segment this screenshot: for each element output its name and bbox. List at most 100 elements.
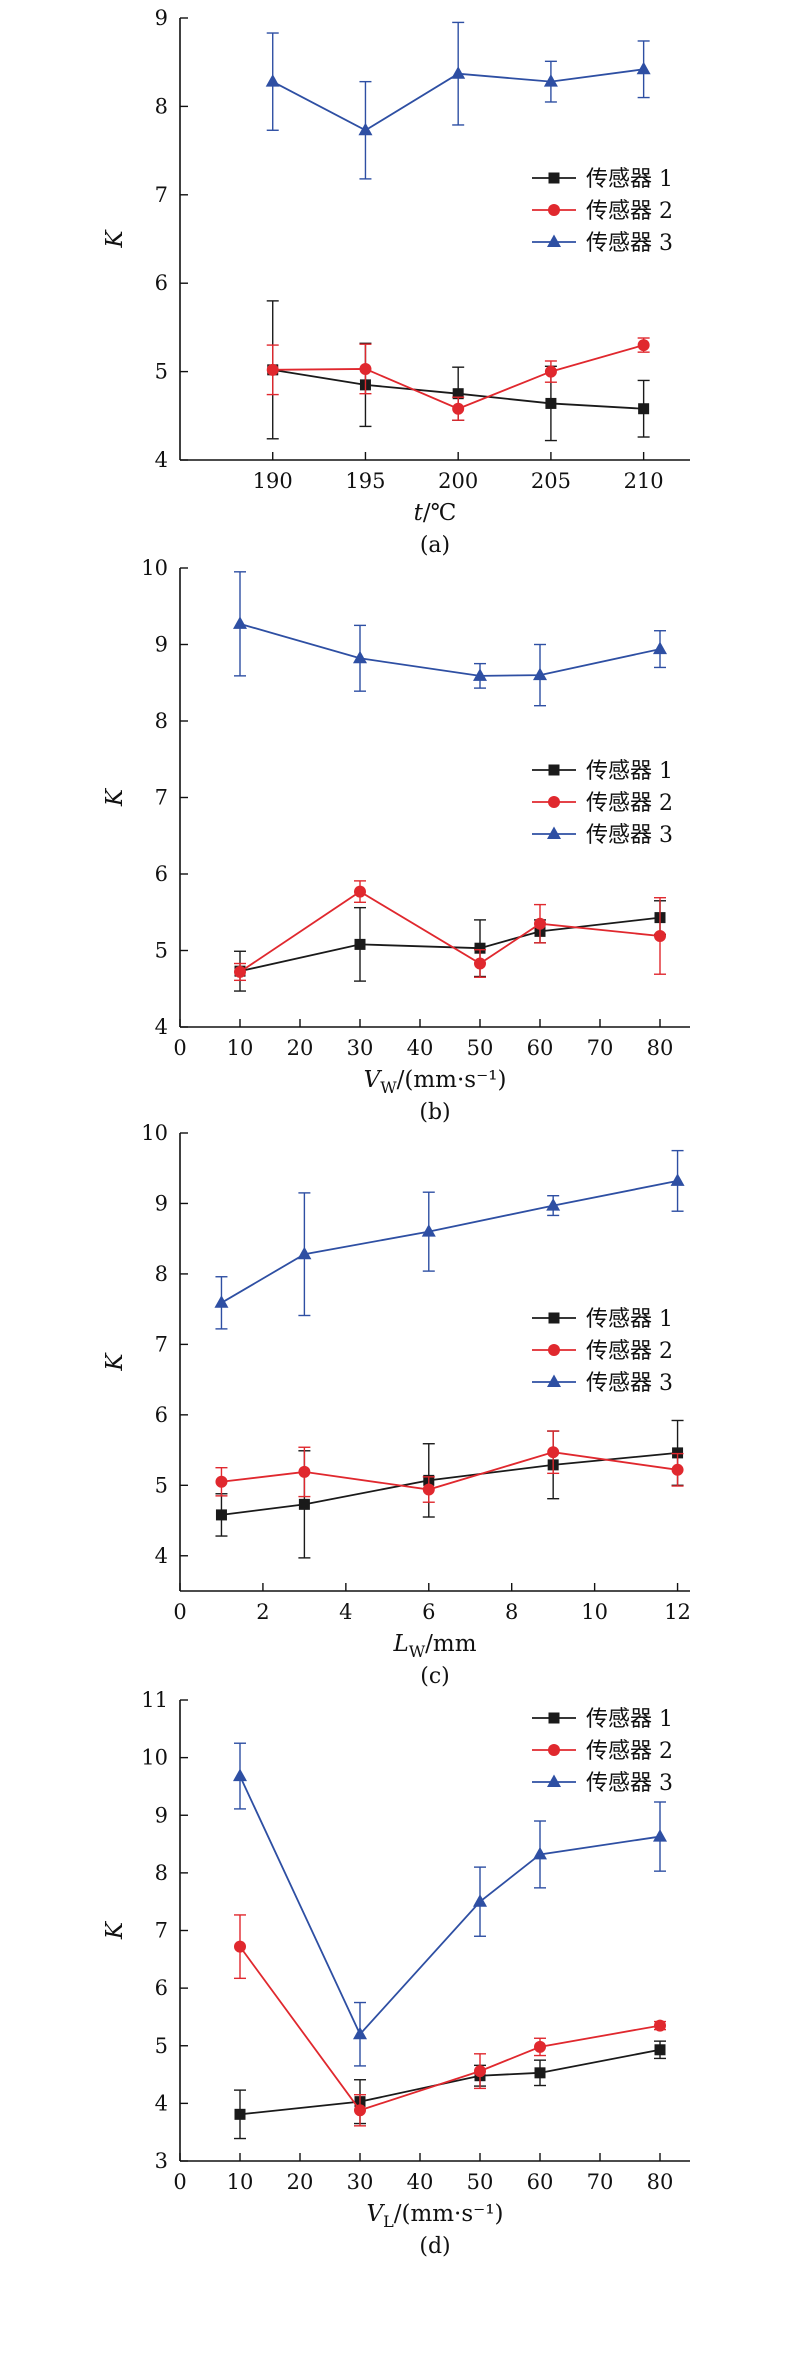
y-tick-label: 6: [155, 862, 168, 886]
series-sensor-3: [214, 1149, 685, 1330]
legend-marker: [547, 234, 561, 247]
x-tick-label: 70: [587, 2170, 614, 2194]
y-tick-label: 10: [141, 1746, 168, 1770]
data-point: [546, 1198, 561, 1211]
data-point: [452, 388, 464, 400]
x-tick-label: 60: [527, 2170, 554, 2194]
panel-caption: (a): [420, 533, 450, 558]
legend-item-sensor-3: 传感器 3: [532, 823, 673, 848]
data-point: [671, 1463, 684, 1476]
legend: 传感器 1 传感器 2 传感器 3: [532, 167, 673, 256]
data-point: [653, 1829, 667, 1842]
y-tick-label: 9: [155, 633, 168, 657]
legend-label: 传感器 1: [586, 1307, 673, 1332]
legend-item-sensor-3: 传感器 3: [532, 1771, 673, 1796]
x-tick-label: 195: [345, 469, 385, 493]
y-tick-label: 7: [155, 183, 168, 207]
data-point: [353, 650, 367, 664]
x-tick-label: 10: [227, 2170, 254, 2194]
y-tick-label: 5: [155, 1473, 168, 1497]
data-point: [234, 2108, 246, 2120]
x-tick-label: 6: [422, 1600, 435, 1624]
series-sensor-2: [234, 880, 666, 982]
data-point: [544, 365, 557, 378]
x-axis-label-unit: /mm: [425, 1631, 477, 1657]
series-sensor-3: [233, 571, 667, 707]
y-tick-label: 6: [155, 1403, 168, 1427]
y-tick-label: 8: [155, 709, 168, 733]
data-point: [474, 957, 486, 970]
legend-item-sensor-1: 传感器 1: [532, 1307, 673, 1332]
x-tick-label: 70: [587, 1036, 614, 1060]
x-tick-label: 80: [647, 2170, 674, 2194]
data-point: [534, 917, 546, 930]
y-tick-label: 8: [155, 1861, 168, 1885]
data-point: [636, 61, 651, 75]
x-tick-label: 12: [664, 1600, 691, 1624]
data-point: [215, 1475, 228, 1488]
x-tick-label: 210: [624, 469, 664, 493]
y-tick-label: 9: [155, 1803, 168, 1827]
x-tick-label: 40: [407, 2170, 434, 2194]
data-point: [421, 1224, 436, 1237]
data-point: [234, 965, 246, 978]
legend: 传感器 1 传感器 2 传感器 3: [532, 1307, 673, 1396]
y-axis-label: K: [102, 1920, 128, 1940]
data-point: [654, 929, 666, 942]
series-sensor-3: [233, 1742, 667, 2067]
y-tick-label: 7: [155, 1919, 168, 1943]
x-axis-label: VW/(mm·s⁻¹): [364, 1067, 507, 1097]
series-line: [239, 890, 661, 973]
legend-marker: [548, 764, 560, 776]
data-point: [545, 397, 557, 409]
legend-marker: [548, 204, 560, 216]
x-axis-label-subscript: L: [383, 2212, 394, 2231]
x-axis-label-unit: /(mm·s⁻¹): [394, 2201, 504, 2227]
x-tick-label: 50: [467, 2170, 494, 2194]
data-point: [533, 667, 547, 681]
legend-label: 传感器 1: [586, 167, 673, 192]
legend-marker: [548, 172, 560, 184]
x-tick-label: 0: [173, 1600, 186, 1624]
series-sensor-2: [234, 1914, 666, 2127]
series-line: [239, 622, 661, 677]
x-tick-label: 30: [347, 2170, 374, 2194]
data-point: [354, 938, 366, 950]
series-sensor-2: [266, 337, 650, 421]
data-point: [653, 641, 667, 655]
legend-item-sensor-1: 传感器 1: [532, 1707, 673, 1732]
legend-marker: [547, 826, 561, 839]
x-axis-label-subscript: W: [409, 1642, 426, 1661]
data-point: [473, 1894, 487, 1907]
data-point: [298, 1498, 310, 1510]
y-tick-label: 8: [155, 94, 168, 118]
x-tick-label: 200: [438, 469, 478, 493]
x-tick-label: 8: [505, 1600, 518, 1624]
y-tick-label: 5: [155, 2034, 168, 2058]
legend-marker: [547, 1774, 561, 1787]
data-point: [473, 668, 487, 681]
data-point: [474, 2065, 486, 2078]
data-point: [654, 2019, 666, 2032]
y-tick-label: 8: [155, 1262, 168, 1286]
data-point: [654, 2044, 666, 2056]
x-axis-label: t/℃: [414, 500, 457, 526]
legend-label: 传感器 3: [586, 1371, 673, 1396]
legend-marker: [548, 1344, 560, 1356]
y-tick-label: 5: [155, 360, 168, 384]
legend-label: 传感器 2: [586, 199, 673, 224]
data-point: [233, 1768, 247, 1782]
series-sensor-3: [265, 21, 651, 180]
series-line: [239, 2048, 661, 2116]
legend-item-sensor-2: 传感器 2: [532, 1339, 673, 1364]
data-point: [452, 402, 465, 415]
data-point: [474, 942, 486, 954]
legend-label: 传感器 3: [586, 231, 673, 256]
data-point: [214, 1295, 229, 1308]
legend-label: 传感器 2: [586, 1339, 673, 1364]
data-point: [265, 74, 280, 87]
legend: 传感器 1 传感器 2 传感器 3: [532, 1707, 673, 1796]
data-point: [422, 1483, 435, 1496]
chart-d: 3 4 5 6 7 8 9 10 11 0 10 20 30 40 50 60 70 80 K VL/(mm·s⁻¹)…: [102, 1688, 690, 2259]
